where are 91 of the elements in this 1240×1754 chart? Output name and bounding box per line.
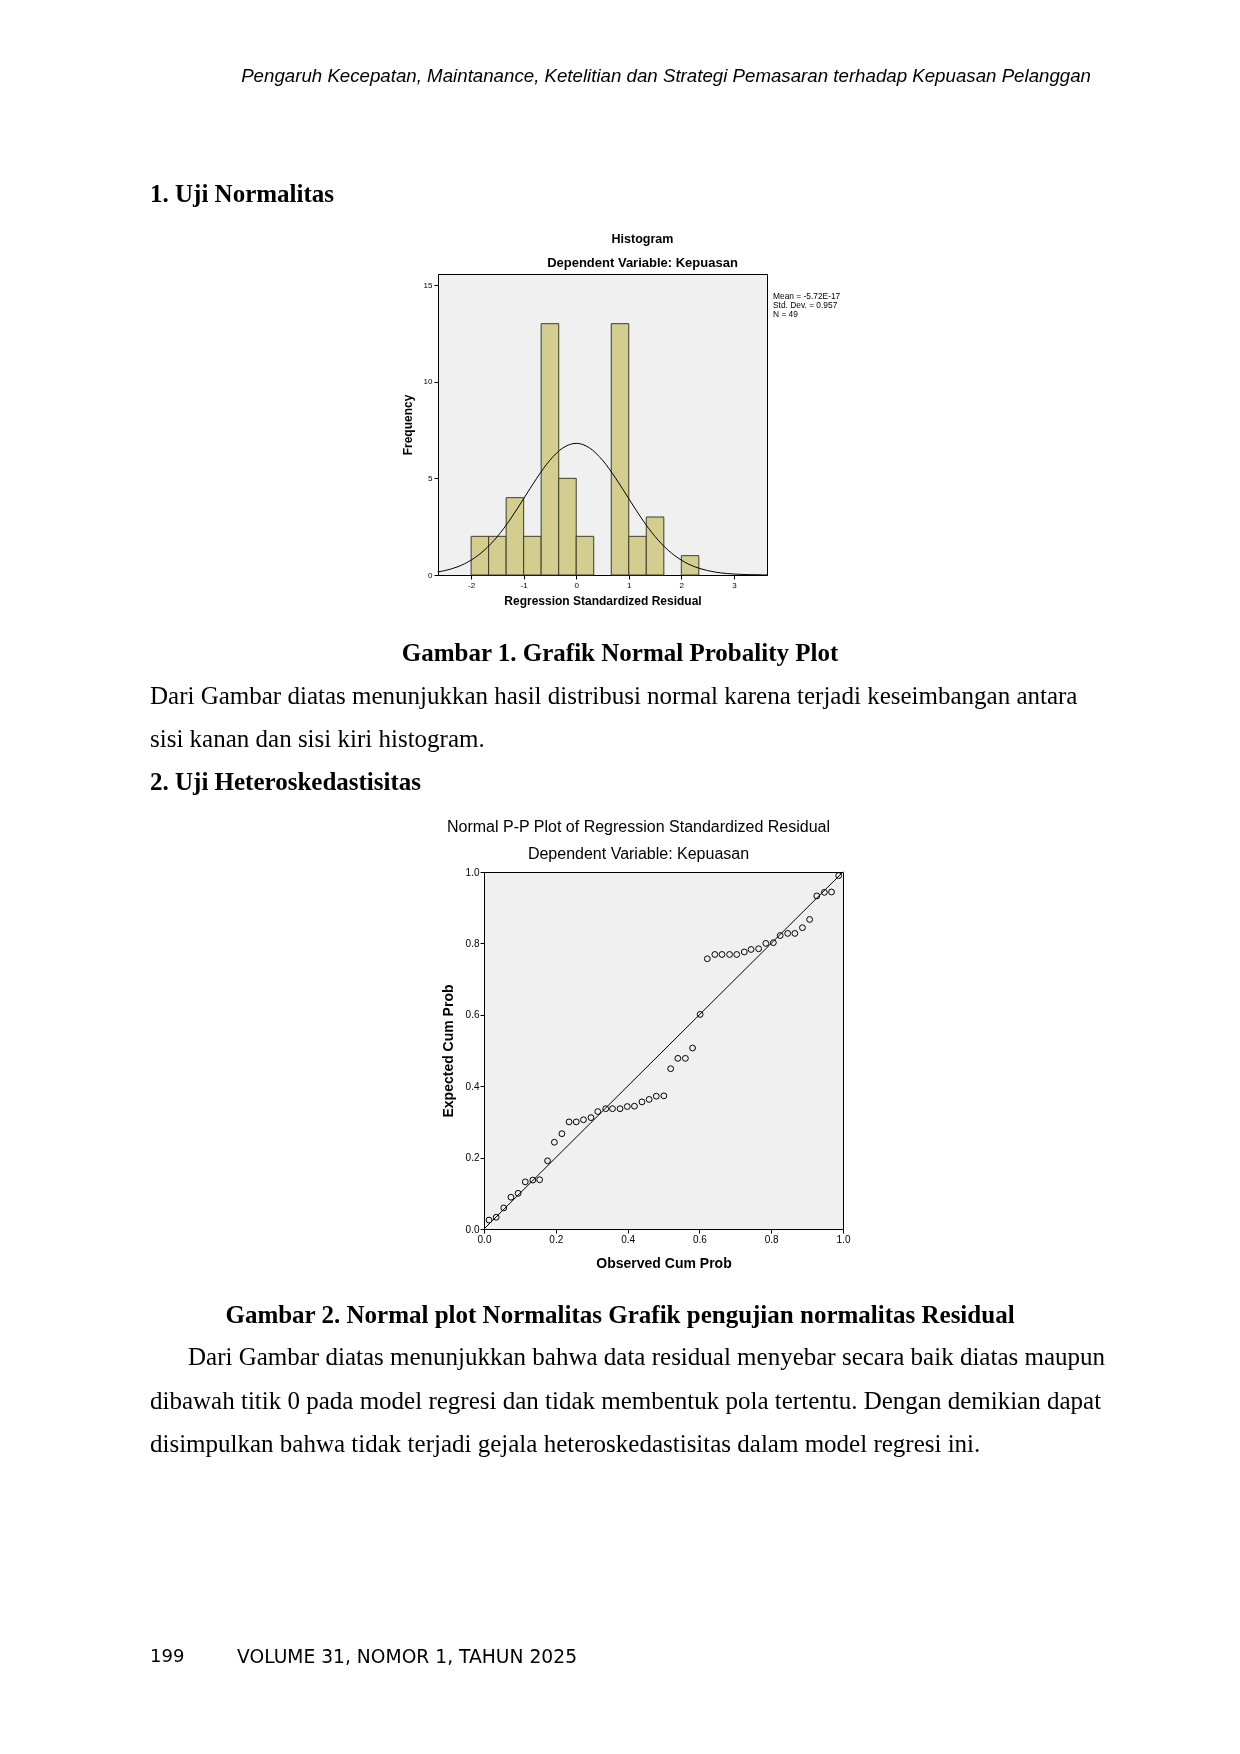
point <box>500 1204 508 1212</box>
text: Dari Gambar diatas menunjukkan hasil distribusi normal karena terjadi keseimbangan antara sisi kanan dan sisi kiri histogram. <box>150 681 1078 752</box>
point <box>835 872 843 879</box>
text: N = 49 <box>773 309 799 319</box>
point <box>733 951 741 958</box>
point <box>806 916 814 923</box>
point <box>718 951 726 958</box>
text: Gambar 1. Grafik Normal Probality Plot <box>401 639 839 666</box>
point <box>769 939 777 947</box>
point <box>580 1116 587 1124</box>
y-tick-label: 15 <box>423 280 434 290</box>
y-axis-title: Expected Cum Prob <box>439 984 456 1118</box>
point <box>514 1189 522 1197</box>
y-axis-title: Frequency <box>400 394 415 456</box>
x-tick-label: 2 <box>679 580 685 590</box>
text: Std. Dev. = 0.957 <box>773 300 838 310</box>
point <box>594 1108 602 1115</box>
y-tick-label: 5 <box>428 473 434 483</box>
x-axis-title: Observed Cum Prob <box>596 1254 732 1271</box>
x-tick-label: -2 <box>468 580 476 590</box>
x-tick-label: 0.8 <box>764 1233 780 1245</box>
point <box>784 929 792 937</box>
chart-title: Normal P-P Plot of Regression Standardized Residual <box>446 818 831 835</box>
x-tick-label: 0 <box>574 580 580 590</box>
point <box>747 946 755 953</box>
y-tick-label: 0 <box>428 570 434 580</box>
point <box>638 1098 646 1106</box>
point <box>572 1118 580 1126</box>
point <box>820 888 828 896</box>
point <box>813 892 821 900</box>
x-tick-label: 0.6 <box>692 1233 708 1245</box>
point <box>726 951 733 958</box>
text: Gambar 2. Normal plot Normalitas Grafik pengujian normalitas Residual <box>225 1301 1015 1328</box>
y-tick-label: 0.0 <box>465 1223 480 1235</box>
y-tick-label: 1.0 <box>465 866 480 878</box>
point <box>616 1105 624 1113</box>
point <box>492 1213 500 1221</box>
point <box>667 1065 675 1073</box>
x-tick-label: 1 <box>627 580 633 590</box>
text: 1. Uji Normalitas <box>150 179 335 207</box>
text: 2. Uji Heteroskedastisitas <box>150 767 422 795</box>
text: Pengaruh Kecepatan, Maintanance, Ketelitian dan Strategi Pemasaran terhadap Kepuasan Pelanggan <box>241 65 1091 86</box>
point <box>828 888 835 896</box>
point <box>565 1118 573 1126</box>
point <box>529 1176 537 1184</box>
point <box>674 1054 682 1062</box>
point <box>544 1157 551 1165</box>
y-tick-label: 0.6 <box>465 1009 480 1021</box>
point <box>740 948 748 956</box>
chart-title: Histogram <box>611 231 674 246</box>
point <box>696 1011 704 1018</box>
point <box>623 1103 631 1110</box>
point <box>485 1216 493 1224</box>
point <box>776 932 784 939</box>
x-axis-title: Regression Standardized Residual <box>504 593 702 608</box>
point <box>791 929 799 937</box>
point <box>711 951 719 958</box>
point <box>587 1114 595 1122</box>
text: VOLUME 31, NOMOR 1, TAHUN 2025 <box>237 1646 578 1667</box>
chart-subtitle: Dependent Variable: Kepuasan <box>527 845 750 862</box>
point <box>507 1193 515 1201</box>
y-tick-label: 0.2 <box>465 1152 480 1164</box>
x-tick-label: 0.2 <box>549 1233 564 1245</box>
chart-subtitle: Dependent Variable: Kepuasan <box>547 255 738 270</box>
point <box>645 1096 653 1103</box>
point <box>536 1176 544 1184</box>
point <box>703 955 711 963</box>
point <box>558 1130 566 1138</box>
point <box>799 924 806 932</box>
x-tick-label: 1.0 <box>836 1233 851 1245</box>
point <box>609 1105 616 1113</box>
x-tick-label: 0.0 <box>477 1233 492 1245</box>
point <box>762 939 770 947</box>
text: Dari Gambar diatas menunjukkan bahwa data residual menyebar secara baik diatas maupun dibawah titik 0 pada model regresi dan tidak membentuk pola tertentu. Dengan demikian dapat disimpulkan bahwa tidak terjadi gejala heteroskedastisitas dalam model regresi ini. <box>150 1343 1106 1458</box>
point <box>689 1044 696 1052</box>
y-tick-label: 0.4 <box>465 1080 480 1092</box>
x-tick-label: 0.4 <box>621 1233 636 1245</box>
point <box>660 1092 668 1100</box>
text: Mean = -5.72E-17 <box>773 291 841 301</box>
point <box>602 1105 610 1113</box>
point <box>681 1054 689 1062</box>
y-tick-label: 10 <box>423 377 434 387</box>
y-tick-label: 0.8 <box>465 937 480 949</box>
point <box>755 945 763 953</box>
point <box>652 1092 660 1100</box>
point <box>550 1138 558 1146</box>
x-tick-label: -1 <box>520 580 529 590</box>
text: 199 <box>150 1645 185 1666</box>
point <box>631 1102 638 1110</box>
point <box>521 1178 529 1186</box>
x-tick-label: 3 <box>732 580 738 590</box>
